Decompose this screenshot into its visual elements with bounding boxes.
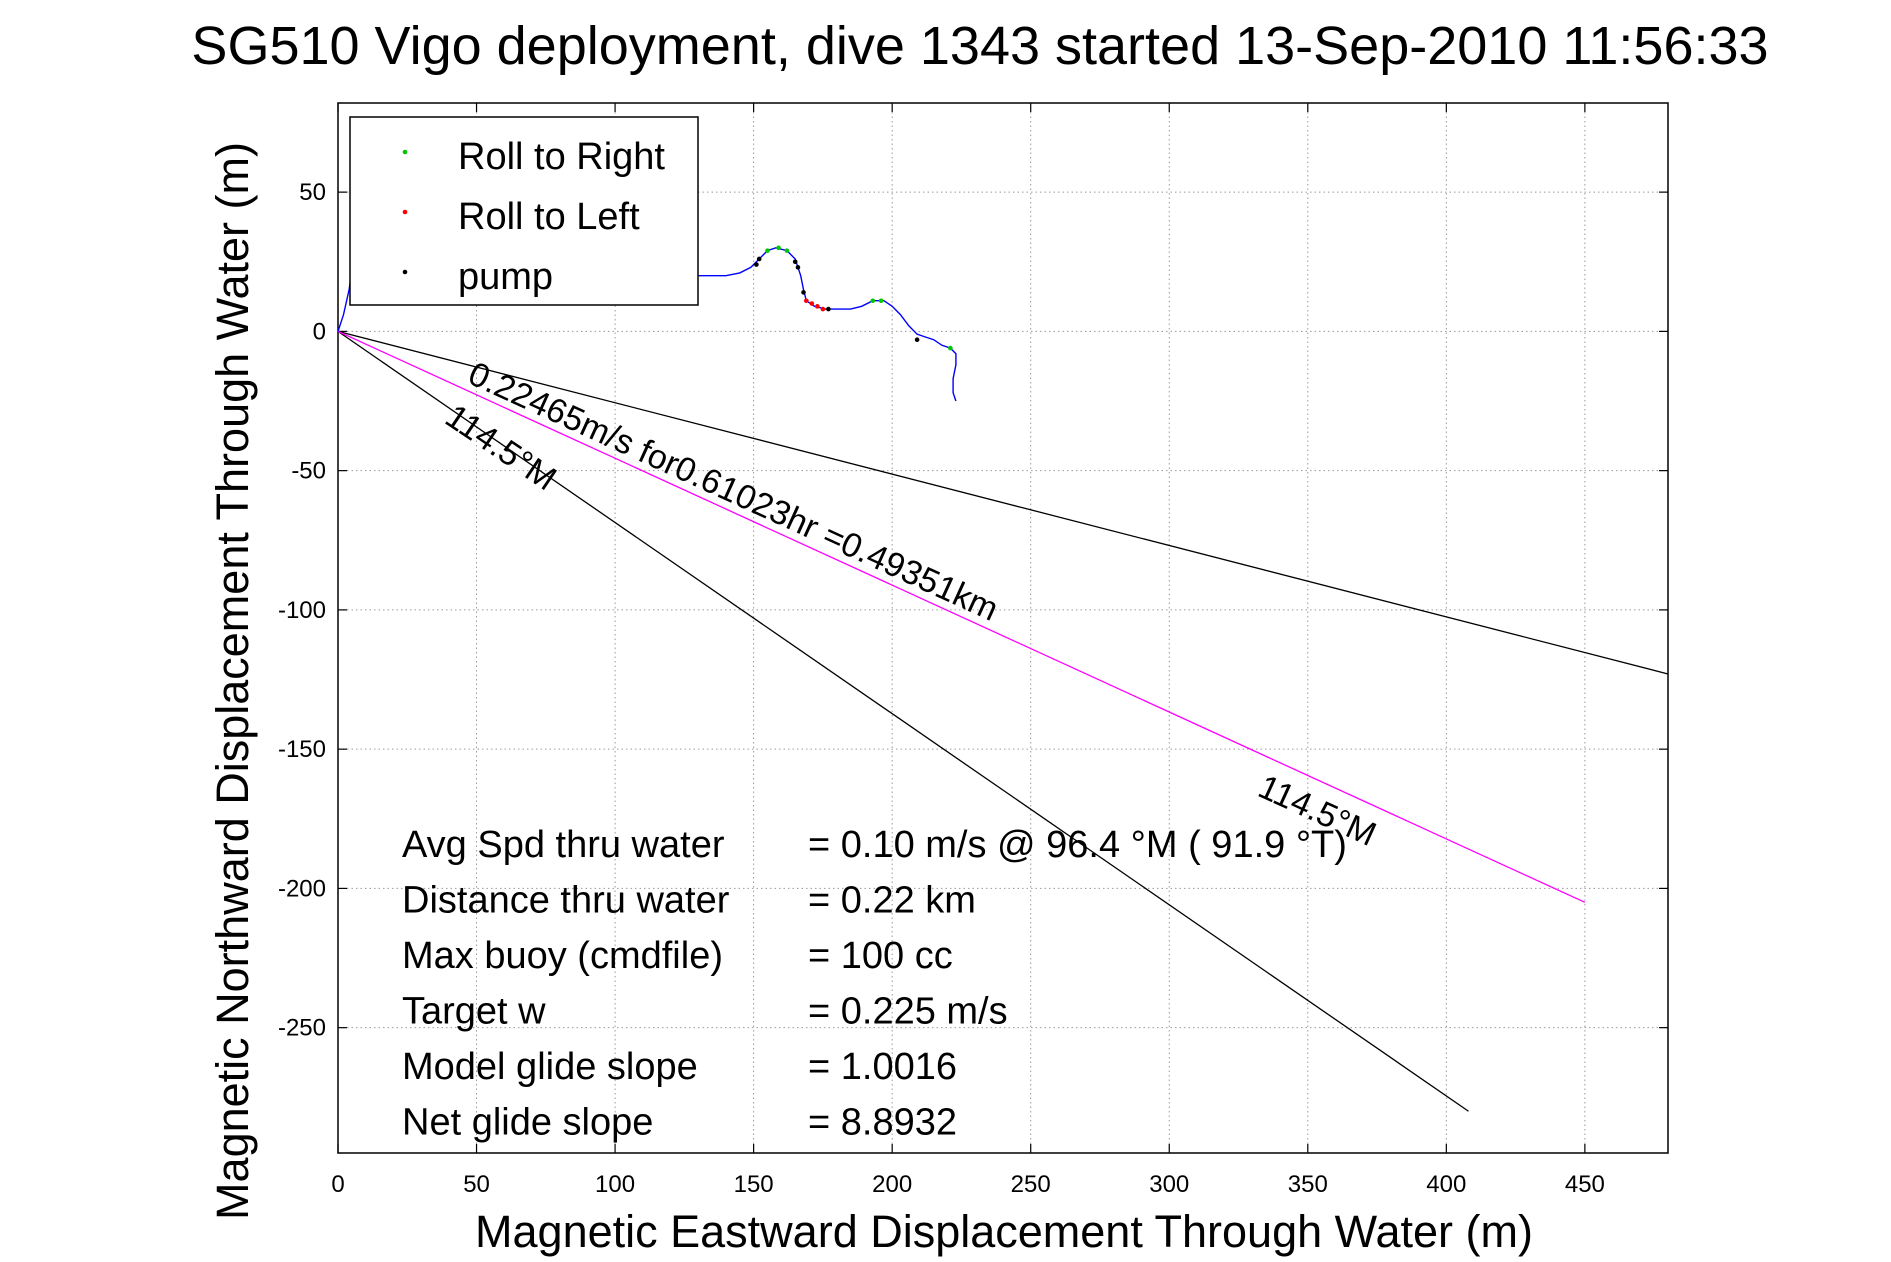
mean-heading-line <box>337 330 1586 903</box>
roll-left-marker <box>820 306 826 312</box>
x-tick-label: 300 <box>1149 1171 1189 1198</box>
y-tick-label: 50 <box>299 179 326 206</box>
y-tick-label: 0 <box>313 318 326 345</box>
x-tick-label: 200 <box>872 1171 912 1198</box>
tick-marks <box>337 103 1668 1153</box>
x-tick-label: 150 <box>734 1171 774 1198</box>
tick-labels: 0 50 100 150 200 250 300 350 400 450500-50-100-15… <box>278 179 1605 1198</box>
x-tick-label: 450 <box>1565 1171 1605 1198</box>
roll-right-marker <box>784 248 790 253</box>
pump-marker <box>756 256 762 262</box>
y-tick-label: -50 <box>291 458 326 485</box>
pump-marker <box>914 337 920 343</box>
y-tick-label: -150 <box>278 736 326 763</box>
stat-label: Net glide slope <box>402 1102 653 1144</box>
chart-title: SG510 Vigo deployment, dive 1343 started… <box>191 16 1768 76</box>
stat-label: Model glide slope <box>402 1046 698 1088</box>
stat-value: = 0.22 km <box>808 880 976 922</box>
y-tick-label: -250 <box>278 1015 326 1042</box>
legend-label: Roll to Left <box>458 196 640 238</box>
legend-label: Roll to Right <box>458 136 665 178</box>
roll-left-marker <box>803 298 809 304</box>
legend-marker <box>402 149 408 155</box>
stat-label: Avg Spd thru water <box>402 824 725 866</box>
heading-bound-line <box>337 330 1669 675</box>
legend-marker <box>402 209 408 215</box>
x-tick-label: 50 <box>463 1171 490 1198</box>
pump-marker <box>795 265 801 270</box>
stat-label: Distance thru water <box>402 880 730 922</box>
pump-marker <box>826 306 831 312</box>
heading-bound-line <box>337 330 1469 1112</box>
stat-label: Max buoy (cmdfile) <box>402 935 723 977</box>
x-tick-label: 250 <box>1011 1171 1051 1198</box>
x-tick-label: 400 <box>1426 1171 1466 1198</box>
roll-left-marker <box>815 304 820 309</box>
legend: Roll to Right Roll to Left pump <box>349 116 699 306</box>
pump-marker <box>754 262 759 267</box>
roll-right-marker <box>878 298 884 304</box>
roll-right-marker <box>870 298 876 304</box>
pump-marker <box>792 259 798 265</box>
stat-value: = 0.225 m/s <box>808 991 1008 1033</box>
x-tick-label: 0 <box>331 1171 344 1198</box>
x-tick-label: 100 <box>595 1171 635 1198</box>
stats-block: Avg Spd thru water = 0.10 m/s @ 96.4 °M (… <box>402 824 1347 1144</box>
legend-box <box>349 116 699 306</box>
reference-lines <box>337 330 1669 1112</box>
stat-value: = 1.0016 <box>808 1046 957 1088</box>
y-tick-label: -100 <box>278 597 326 624</box>
stat-value: = 8.8932 <box>808 1102 957 1144</box>
stat-value: = 100 cc <box>808 935 953 977</box>
legend-marker <box>402 269 408 275</box>
x-axis-label: Magnetic Eastward Displacement Through W… <box>475 1206 1533 1257</box>
pump-marker <box>801 290 806 295</box>
stat-label: Target w <box>402 991 546 1033</box>
roll-right-marker <box>765 248 770 253</box>
x-tick-label: 350 <box>1288 1171 1328 1198</box>
y-tick-label: -200 <box>278 875 326 902</box>
legend-label: pump <box>458 256 553 298</box>
roll-right-marker <box>776 245 781 251</box>
y-axis-label: Magnetic Northward Displacement Through … <box>207 142 258 1220</box>
plot-area: 0 50 100 150 200 250 300 350 400 450500-50-100-15… <box>278 102 1669 1198</box>
stat-value: = 0.10 m/s @ 96.4 °M ( 91.9 °T) <box>808 824 1347 866</box>
grid <box>338 103 1668 1153</box>
markers <box>349 245 953 351</box>
roll-left-marker <box>809 301 815 306</box>
roll-right-marker <box>948 345 953 351</box>
